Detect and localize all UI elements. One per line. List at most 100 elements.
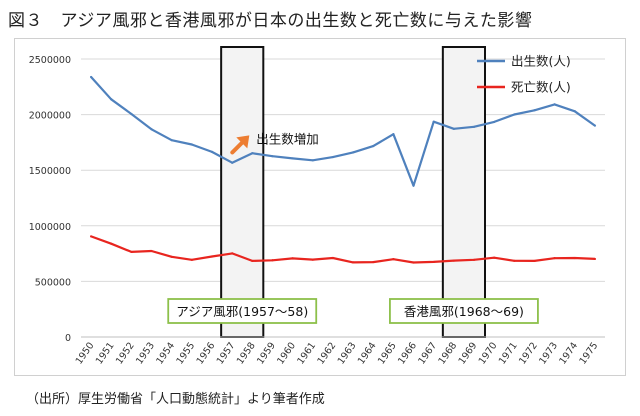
data-point <box>251 259 254 263</box>
data-point <box>513 259 516 262</box>
data-point <box>412 184 415 187</box>
data-point <box>533 109 536 112</box>
x-tick-label: 1971 <box>497 340 520 366</box>
x-tick-label: 1951 <box>94 340 117 366</box>
data-point <box>311 258 314 261</box>
data-point <box>190 258 193 261</box>
highlight-label-box <box>389 298 539 324</box>
y-tick-label: 2000000 <box>29 111 71 122</box>
y-tick-label: 0 <box>65 333 71 344</box>
highlight-label: 香港風邪(1968〜69) <box>404 304 524 319</box>
data-point <box>271 155 274 158</box>
increase-arrow-head-icon <box>236 135 250 149</box>
annotations: アジア風邪(1957〜58) 香港風邪(1968〜69) 出生数増加 <box>167 131 539 324</box>
x-tick-label: 1972 <box>517 340 540 366</box>
x-tick-label: 1967 <box>416 340 439 366</box>
x-tick-label: 1970 <box>477 340 500 366</box>
data-point <box>150 128 153 131</box>
data-point <box>432 260 435 264</box>
x-tick-label: 1952 <box>114 340 137 366</box>
data-point <box>553 257 556 260</box>
x-tick-label: 1974 <box>557 340 580 366</box>
data-point <box>231 161 234 164</box>
highlight-bands <box>220 46 487 338</box>
x-tick-label: 1955 <box>174 340 197 366</box>
data-point <box>573 256 576 260</box>
data-point <box>351 151 355 154</box>
y-tick-label: 1500000 <box>29 166 71 177</box>
x-tick-label: 1961 <box>295 340 318 366</box>
data-point <box>311 159 314 162</box>
data-point <box>573 110 576 113</box>
data-point <box>452 127 455 130</box>
x-tick-label: 1975 <box>577 340 600 366</box>
y-tick-label: 2500000 <box>29 55 71 66</box>
source-note: （出所）厚生労働省「人口動態統計」より筆者作成 <box>26 392 325 407</box>
legend: 出生数(人) 死亡数(人) <box>477 54 571 95</box>
data-point <box>130 112 133 116</box>
data-point <box>593 257 597 261</box>
data-point <box>513 113 516 116</box>
data-point <box>392 133 395 136</box>
x-tick-label: 1957 <box>215 340 238 366</box>
data-point <box>291 157 294 160</box>
data-point <box>452 259 455 262</box>
data-point <box>493 256 496 259</box>
x-tick-label: 1956 <box>195 340 218 366</box>
data-point <box>291 257 294 260</box>
y-tick-label: 500000 <box>35 277 71 288</box>
x-tick-label: 1954 <box>154 340 177 366</box>
x-tick-label: 1969 <box>457 340 480 366</box>
data-point <box>331 155 335 159</box>
data-point <box>553 103 556 106</box>
series-line-births <box>90 76 596 187</box>
data-point <box>150 249 153 253</box>
data-point <box>170 255 173 258</box>
data-point <box>493 120 496 124</box>
highlight-label-box <box>167 298 318 324</box>
x-tick-label: 1960 <box>275 340 298 366</box>
data-point <box>593 124 597 127</box>
data-point <box>231 252 234 255</box>
y-tick-label: 1000000 <box>29 222 71 233</box>
data-point <box>351 261 355 264</box>
x-tick-label: 1965 <box>376 340 399 366</box>
data-point <box>472 125 476 128</box>
x-tick-label: 1966 <box>396 340 419 366</box>
data-point <box>251 152 254 155</box>
x-tick-label: 1968 <box>436 340 459 366</box>
data-point <box>89 75 93 79</box>
data-point <box>271 259 274 262</box>
series-line-deaths <box>90 235 595 264</box>
data-point <box>210 255 214 258</box>
x-tick-label: 1964 <box>356 340 379 366</box>
x-tick-label: 1958 <box>235 340 258 366</box>
x-tick-label: 1963 <box>336 340 359 366</box>
data-point <box>331 256 335 260</box>
line-chart: 0500000100000015000002000000250000019501… <box>29 46 605 367</box>
x-tick-label: 1953 <box>134 340 157 366</box>
x-tick-label: 1959 <box>255 340 278 366</box>
x-tick-label: 1950 <box>74 340 97 366</box>
chart-frame: 0 500000 1000000 1500000 2000000 2500000 1950 1… <box>14 38 626 376</box>
legend-label: 死亡数(人) <box>511 80 571 95</box>
figure-title: 図３ アジア風邪と香港風邪が日本の出生数と死亡数に与えた影響 <box>8 11 533 31</box>
legend-label: 出生数(人) <box>511 54 571 69</box>
x-tick-label: 1973 <box>537 340 560 366</box>
series-lines <box>89 75 597 264</box>
data-point <box>110 242 113 245</box>
annotation-text: 出生数増加 <box>256 131 319 146</box>
data-point <box>533 259 536 263</box>
data-point <box>170 139 173 142</box>
data-point <box>210 150 214 153</box>
data-point <box>190 143 193 146</box>
highlight-band <box>220 46 265 338</box>
highlight-label: アジア風邪(1957〜58) <box>176 304 308 319</box>
x-tick-label: 1962 <box>315 340 338 366</box>
data-point <box>130 250 133 254</box>
data-point <box>372 260 375 264</box>
highlight-band <box>441 46 487 338</box>
data-point <box>392 258 395 261</box>
data-point <box>110 98 113 101</box>
data-point <box>412 261 415 264</box>
